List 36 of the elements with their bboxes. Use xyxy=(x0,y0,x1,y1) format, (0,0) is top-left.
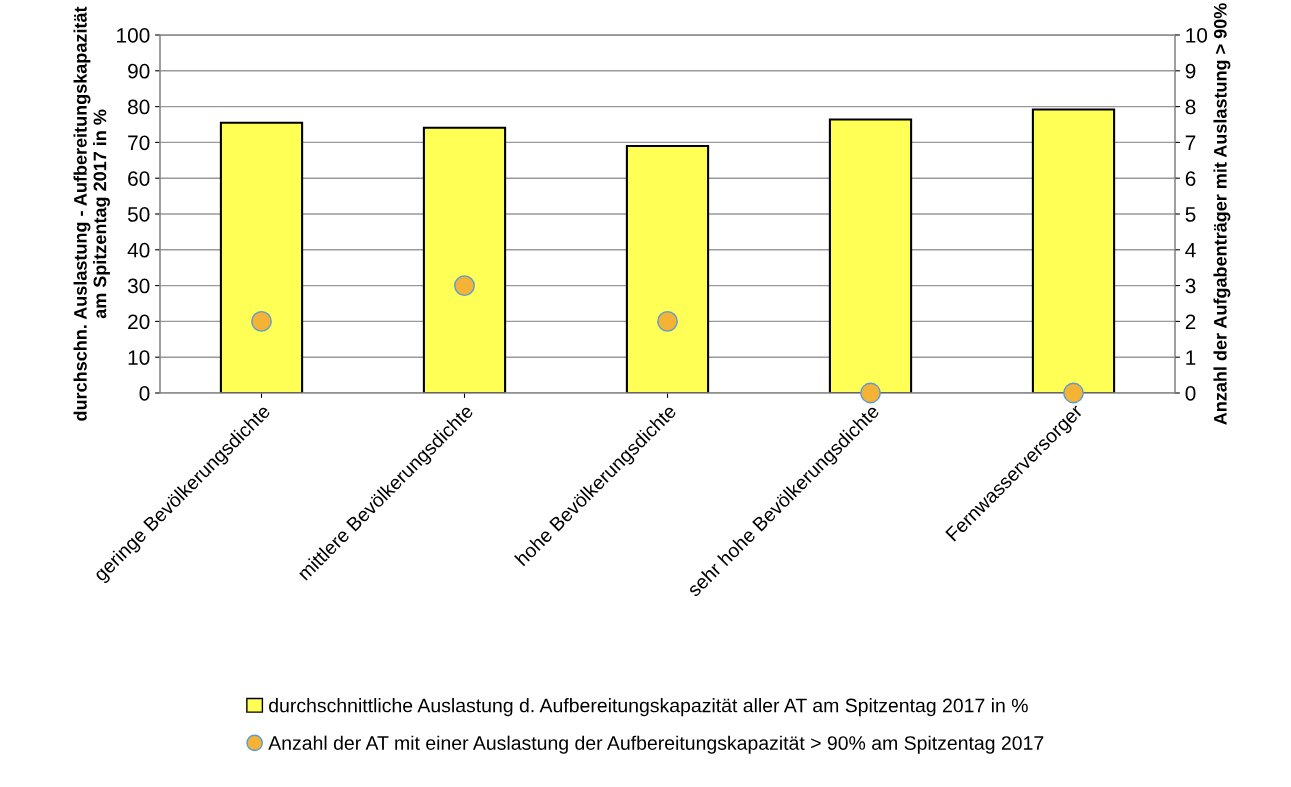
y2-tick-label: 3 xyxy=(1185,278,1196,294)
y2-axis-title: Anzahl der Aufgabenträger mit Auslastung > 90% xyxy=(1213,3,1231,425)
y-tick-label: 70 xyxy=(128,135,150,151)
y2-tick-label: 7 xyxy=(1185,135,1196,150)
y2-tick-label: 5 xyxy=(1185,207,1196,222)
y2-tick-label: 2 xyxy=(1185,314,1196,329)
y-tick-label: 60 xyxy=(128,171,150,186)
y-tick-label: 100 xyxy=(117,28,150,43)
point xyxy=(860,382,881,404)
point xyxy=(1063,382,1084,404)
y-tick-label: 30 xyxy=(127,278,150,294)
point xyxy=(657,310,678,332)
y2-tick-label: 0 xyxy=(1185,386,1196,401)
bar xyxy=(828,118,913,393)
y-axis-title: durchschn. Auslastung - Aufbereitungskapazität am Spitzentag 2017 in % xyxy=(73,6,110,421)
bar xyxy=(1031,108,1116,393)
y2-tick-label: 1 xyxy=(1186,350,1196,365)
point xyxy=(454,275,475,297)
point xyxy=(251,310,272,332)
y-tick-label: 50 xyxy=(127,207,150,222)
y2-tick-label: 10 xyxy=(1186,28,1208,43)
legend-label: durchschnittliche Auslastung d. Aufbereitungskapazität aller AT am Spitzentag 2017 in % xyxy=(269,698,1028,717)
y2-tick-label: 9 xyxy=(1185,63,1196,79)
bar xyxy=(219,121,304,393)
legend-label: Anzahl der AT mit einer Auslastung der Aufbereitungskapazität > 90% am Spitzentag 2017 xyxy=(268,735,1044,754)
bar xyxy=(422,126,507,393)
y2-tick-label: 6 xyxy=(1185,171,1196,186)
y-tick-label: 90 xyxy=(128,63,150,79)
y-tick-label: 20 xyxy=(128,314,150,330)
y-tick-label: 0 xyxy=(139,386,150,401)
y2-tick-label: 4 xyxy=(1185,243,1196,258)
y-tick-label: 10 xyxy=(128,350,150,365)
y2-tick-label: 8 xyxy=(1185,99,1196,115)
y-tick-label: 40 xyxy=(127,242,150,258)
y-tick-label: 80 xyxy=(128,99,150,115)
bar xyxy=(625,144,710,393)
